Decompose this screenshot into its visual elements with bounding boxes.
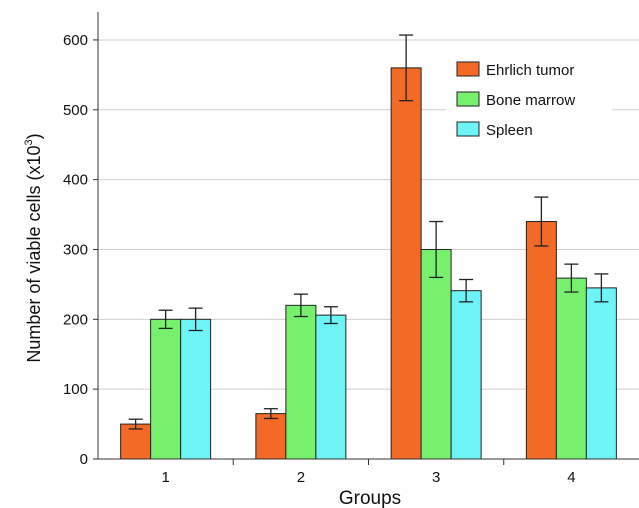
y-axis-title: Number of viable cells (x103): [23, 133, 44, 362]
bar: [391, 68, 421, 459]
bar: [586, 288, 616, 459]
y-tick-label: 500: [63, 102, 88, 119]
bar: [556, 278, 586, 459]
bar: [451, 291, 481, 459]
y-axis-title-main: Number of viable cells (x10: [24, 146, 44, 363]
y-tick-label: 0: [80, 451, 88, 468]
x-tick-label: 4: [567, 469, 575, 486]
legend-swatch: [457, 92, 479, 106]
legend-label: Bone marrow: [486, 92, 575, 109]
y-tick-labels: 0 100 200 300 400 500 600: [63, 32, 88, 468]
x-tick-label: 2: [297, 469, 305, 486]
y-tick-label: 300: [63, 241, 88, 258]
legend-label: Ehrlich tumor: [486, 62, 574, 79]
bar: [181, 319, 211, 459]
bar: [526, 222, 556, 459]
y-axis-title-close: ): [24, 133, 44, 139]
x-axis-title: Groups: [339, 488, 401, 508]
legend-label: Spleen: [486, 122, 533, 139]
bar: [286, 305, 316, 459]
x-tick-labels: 1 2 3 4: [161, 469, 575, 486]
y-tick-label: 200: [63, 311, 88, 328]
y-tick-label: 100: [63, 381, 88, 398]
y-tick-label: 400: [63, 172, 88, 189]
legend-swatch: [457, 122, 479, 136]
bar: [421, 249, 451, 459]
legend-swatch: [457, 62, 479, 76]
legend: Ehrlich tumor Bone marrow Spleen: [446, 52, 612, 148]
bar: [316, 315, 346, 459]
x-tick-label: 3: [432, 469, 440, 486]
bar: [256, 414, 286, 459]
x-tick-label: 1: [161, 469, 169, 486]
y-tick-label: 600: [63, 32, 88, 49]
bar: [151, 319, 181, 459]
